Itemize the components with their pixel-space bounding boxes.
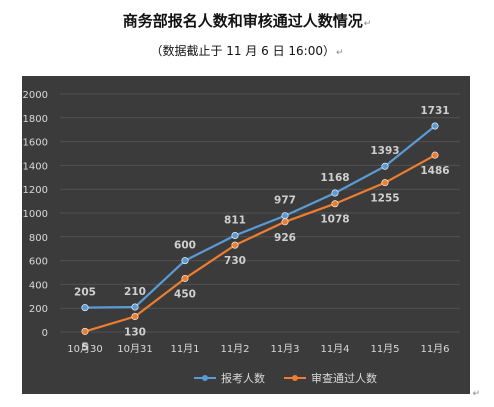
x-tick-label: 11月3 (270, 343, 299, 355)
paragraph-mark: ↵ (363, 19, 372, 29)
data-point (131, 313, 139, 321)
y-tick-label: 2000 (23, 90, 48, 101)
data-label: 130 (124, 327, 146, 339)
data-point (231, 241, 239, 249)
data-point (231, 231, 239, 239)
legend-label: 报考人数 (221, 371, 265, 385)
data-label: 977 (274, 195, 296, 207)
line-chart: 0 200 400 600 800 1000 1200 1400 1600 1800 2000 10… (22, 76, 470, 394)
y-tick-label: 1000 (23, 209, 48, 220)
data-point (181, 274, 189, 282)
y-tick-label: 600 (29, 257, 48, 268)
y-axis: 0 200 400 600 800 1000 1200 1400 1600 1800 2000 (23, 90, 48, 339)
data-label: 1255 (370, 193, 399, 205)
legend-marker (292, 375, 298, 381)
data-point (331, 200, 339, 208)
paragraph-mark: ↵ (336, 48, 344, 58)
x-tick-label: 11月5 (370, 343, 399, 355)
y-tick-label: 1800 (23, 114, 48, 125)
data-point (81, 304, 89, 312)
y-tick-label: 1400 (23, 161, 48, 172)
data-point (181, 257, 189, 265)
page-title: 商务部报名人数和审核通过人数情况↵ (122, 12, 372, 30)
data-label: 1393 (370, 145, 399, 157)
legend-marker (202, 375, 208, 381)
data-label: 811 (224, 214, 246, 226)
chart-background (22, 76, 470, 394)
x-tick-label: 11月4 (320, 343, 349, 355)
series-line (84, 154, 436, 333)
x-tick-label: 11月6 (420, 343, 449, 355)
data-label: 600 (174, 240, 196, 252)
data-point (381, 162, 389, 170)
series-line (84, 125, 436, 309)
x-axis: 10月30 10月31 11月1 11月2 11月3 11月4 11月5 11月6 (67, 343, 449, 355)
y-tick-label: 200 (29, 304, 48, 315)
data-point (431, 151, 439, 159)
y-tick-label: 0 (42, 328, 48, 339)
y-tick-label: 1200 (23, 185, 48, 196)
x-tick-label: 11月1 (170, 343, 199, 355)
data-label: 205 (74, 287, 96, 299)
y-tick-label: 1600 (23, 138, 48, 149)
x-tick-label: 10月31 (117, 343, 152, 355)
page-subtitle: （数据截止于 11 月 6 日 16:00）↵ (150, 44, 344, 58)
data-label: 210 (124, 286, 146, 298)
data-label: 1486 (420, 165, 449, 177)
data-label: 1168 (320, 172, 349, 184)
legend: 报考人数 审查通过人数 (194, 371, 377, 385)
data-label: 5 (81, 341, 88, 353)
data-point (331, 189, 339, 197)
data-label: 1078 (320, 214, 349, 226)
end-mark: ↵ (472, 389, 480, 399)
x-tick-label: 11月2 (220, 343, 249, 355)
y-tick-label: 800 (29, 233, 48, 244)
data-point (131, 303, 139, 311)
data-point (81, 327, 89, 335)
data-point (381, 179, 389, 187)
series-group: 205 210 600 811 977 1168 1393 1731 5 130 450 730 926… (74, 105, 450, 353)
data-label: 926 (274, 232, 296, 244)
x-tick-label: 10月30 (67, 343, 102, 355)
gridlines (60, 93, 460, 333)
data-point (281, 212, 289, 220)
legend-label: 审查通过人数 (311, 371, 377, 385)
data-point (281, 218, 289, 226)
data-label: 1731 (420, 105, 449, 117)
data-label: 450 (174, 288, 196, 300)
y-tick-label: 400 (29, 280, 48, 291)
data-label: 730 (224, 255, 246, 267)
data-point (431, 122, 439, 130)
